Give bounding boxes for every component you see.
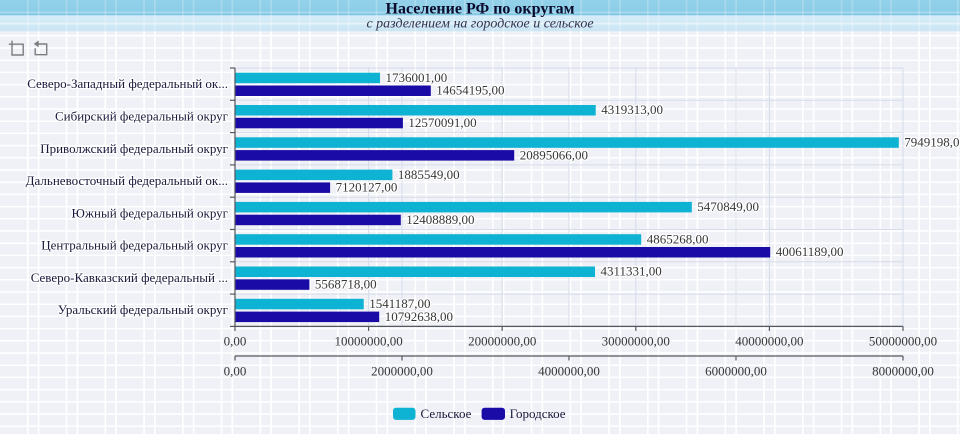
svg-text:с разделением на городское и с: с разделением на городское и сельское bbox=[366, 17, 593, 32]
svg-text:4865268,00: 4865268,00 bbox=[647, 231, 709, 246]
svg-text:Сибирский федеральный округ: Сибирский федеральный округ bbox=[55, 108, 228, 123]
svg-text:Уральский федеральный округ: Уральский федеральный округ bbox=[58, 302, 228, 317]
svg-text:20000000,00: 20000000,00 bbox=[468, 333, 536, 348]
svg-text:Сельское: Сельское bbox=[421, 406, 472, 421]
svg-text:10000000,00: 10000000,00 bbox=[334, 333, 402, 348]
svg-text:0,00: 0,00 bbox=[224, 333, 247, 348]
svg-text:14654195,00: 14654195,00 bbox=[436, 83, 504, 98]
svg-text:1736001,00: 1736001,00 bbox=[386, 70, 448, 85]
svg-text:20895066,00: 20895066,00 bbox=[520, 147, 588, 162]
svg-text:2000000,00: 2000000,00 bbox=[371, 364, 433, 379]
svg-text:7120127,00: 7120127,00 bbox=[336, 180, 398, 195]
svg-text:40000000,00: 40000000,00 bbox=[735, 333, 803, 348]
svg-text:Северо-Кавказский федеральный: Северо-Кавказский федеральный ... bbox=[31, 270, 228, 285]
svg-text:0,00: 0,00 bbox=[224, 364, 247, 379]
svg-text:4311331,00: 4311331,00 bbox=[601, 264, 662, 279]
svg-text:Южный федеральный округ: Южный федеральный округ bbox=[72, 205, 228, 220]
svg-text:Приволжский федеральный округ: Приволжский федеральный округ bbox=[40, 141, 228, 156]
svg-text:10792638,00: 10792638,00 bbox=[385, 309, 453, 324]
svg-text:Северо-Западный федеральный ок: Северо-Западный федеральный ок... bbox=[27, 76, 228, 91]
svg-text:6000000,00: 6000000,00 bbox=[705, 364, 767, 379]
svg-text:12570091,00: 12570091,00 bbox=[408, 115, 476, 130]
svg-text:Центральный федеральный округ: Центральный федеральный округ bbox=[41, 238, 228, 253]
svg-text:4000000,00: 4000000,00 bbox=[538, 364, 600, 379]
svg-text:Население РФ по округам: Население РФ по округам bbox=[386, 0, 575, 17]
svg-text:1885549,00: 1885549,00 bbox=[398, 167, 460, 182]
svg-text:Дальневосточный федеральный ок: Дальневосточный федеральный ок... bbox=[26, 173, 228, 188]
svg-text:50000000,00: 50000000,00 bbox=[869, 333, 937, 348]
svg-text:Городское: Городское bbox=[510, 406, 566, 421]
svg-text:30000000,00: 30000000,00 bbox=[602, 333, 670, 348]
svg-text:12408889,00: 12408889,00 bbox=[406, 212, 474, 227]
svg-text:5568718,00: 5568718,00 bbox=[315, 277, 377, 292]
svg-text:1541187,00: 1541187,00 bbox=[369, 296, 430, 311]
svg-text:7949198,00: 7949198,00 bbox=[904, 135, 960, 150]
svg-text:4319313,00: 4319313,00 bbox=[601, 102, 663, 117]
svg-text:40061189,00: 40061189,00 bbox=[776, 244, 844, 259]
svg-text:5470849,00: 5470849,00 bbox=[697, 199, 759, 214]
svg-text:8000000,00: 8000000,00 bbox=[872, 364, 934, 379]
